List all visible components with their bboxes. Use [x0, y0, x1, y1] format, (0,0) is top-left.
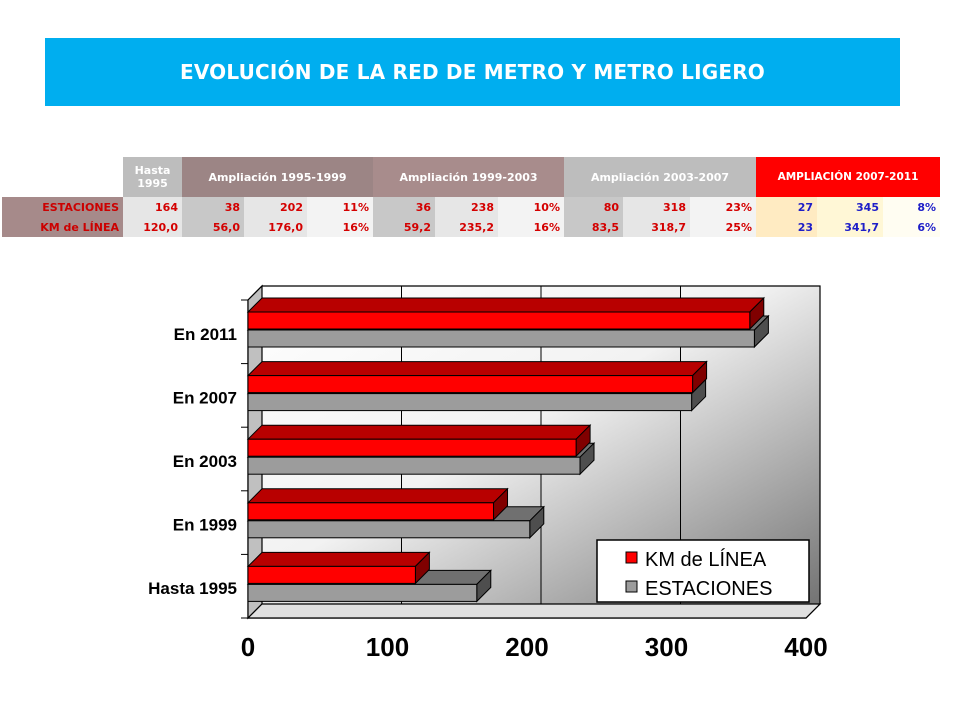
bar-front	[247, 329, 755, 348]
table-cell: 318,7	[623, 217, 690, 237]
bar-front	[247, 583, 478, 602]
table-cell: 8%	[883, 197, 940, 217]
bar-front	[247, 375, 694, 394]
category-label: En 2011	[174, 325, 237, 344]
legend-swatch-km	[625, 551, 638, 564]
bar	[246, 423, 592, 458]
x-tick-label: 300	[645, 632, 688, 662]
bar-front	[247, 311, 751, 330]
bar-top	[246, 361, 708, 377]
table-cell: 80	[564, 197, 623, 217]
legend: KM de LÍNEA ESTACIONES	[596, 539, 810, 603]
table-cell: 16%	[498, 217, 564, 237]
row-label: KM de LÍNEA	[2, 217, 123, 237]
page-title: EVOLUCIÓN DE LA RED DE METRO Y METRO LIG…	[179, 60, 765, 84]
bar-top	[246, 488, 509, 504]
table-row: KM de LÍNEA 120,0 56,0 176,0 16% 59,2 23…	[2, 217, 940, 237]
table-cell: 345	[817, 197, 883, 217]
table-cell: 318	[623, 197, 690, 217]
table-cell: 202	[244, 197, 307, 217]
bar-front	[247, 438, 577, 457]
table-header-row: Hasta 1995 Ampliación 1995-1999 Ampliaci…	[2, 157, 940, 197]
x-tick-label: 400	[784, 632, 827, 662]
bar	[246, 487, 509, 522]
table-cell: 38	[182, 197, 244, 217]
legend-label-estaciones: ESTACIONES	[645, 578, 772, 600]
table-cell: 56,0	[182, 217, 244, 237]
bar	[246, 360, 708, 394]
table-header-ampliacion-1995-1999: Ampliación 1995-1999	[182, 157, 373, 197]
floor	[246, 603, 822, 619]
bar	[246, 296, 765, 331]
table-row: ESTACIONES 164 38 202 11% 36 238 10% 80 …	[2, 197, 940, 217]
x-tick-label: 0	[241, 632, 255, 662]
x-tick-label: 100	[366, 632, 409, 662]
table-cell: 11%	[307, 197, 373, 217]
legend-swatch-estaciones	[625, 580, 638, 593]
table-cell: 23	[756, 217, 817, 237]
table-cell: 6%	[883, 217, 940, 237]
category-label: Hasta 1995	[148, 579, 237, 598]
table-cell: 83,5	[564, 217, 623, 237]
table-cell: 164	[123, 197, 182, 217]
bar-top	[246, 551, 431, 567]
category-label: En 1999	[173, 516, 237, 535]
table-header-hasta-1995: Hasta 1995	[123, 157, 182, 197]
bar-front	[247, 502, 495, 521]
table-cell: 238	[435, 197, 498, 217]
table-header-ampliacion-2007-2011: AMPLIACIÓN 2007-2011	[756, 157, 940, 197]
bar-front	[247, 456, 581, 475]
table-cell: 120,0	[123, 217, 182, 237]
bar-top	[246, 297, 765, 313]
category-label: En 2003	[173, 452, 237, 471]
table-cell: 10%	[498, 197, 564, 217]
table-header-ampliacion-2003-2007: Ampliación 2003-2007	[564, 157, 756, 197]
bar	[246, 551, 431, 585]
table-cell: 235,2	[435, 217, 498, 237]
table-header-empty	[2, 157, 123, 197]
row-label: ESTACIONES	[2, 197, 123, 217]
bar-chart: Hasta 1995 En 1999 En 2003 En 2007 En 2011 0…	[148, 284, 828, 662]
legend-label-km: KM de LÍNEA	[645, 548, 767, 571]
title-banner: EVOLUCIÓN DE LA RED DE METRO Y METRO LIG…	[45, 38, 900, 106]
table-cell: 23%	[690, 197, 756, 217]
table-header-ampliacion-1999-2003: Ampliación 1999-2003	[373, 157, 564, 197]
table-cell: 16%	[307, 217, 373, 237]
table-cell: 59,2	[373, 217, 435, 237]
table-cell: 27	[756, 197, 817, 217]
table-cell: 176,0	[244, 217, 307, 237]
bar-front	[247, 393, 693, 412]
bar-front	[247, 520, 531, 539]
table-cell: 341,7	[817, 217, 883, 237]
x-tick-label: 200	[505, 632, 548, 662]
table-cell: 36	[373, 197, 435, 217]
category-label: En 2007	[173, 388, 237, 407]
data-table: Hasta 1995 Ampliación 1995-1999 Ampliaci…	[2, 157, 940, 237]
table-cell: 25%	[690, 217, 756, 237]
bar-front	[247, 565, 416, 584]
bar-top	[246, 424, 592, 440]
